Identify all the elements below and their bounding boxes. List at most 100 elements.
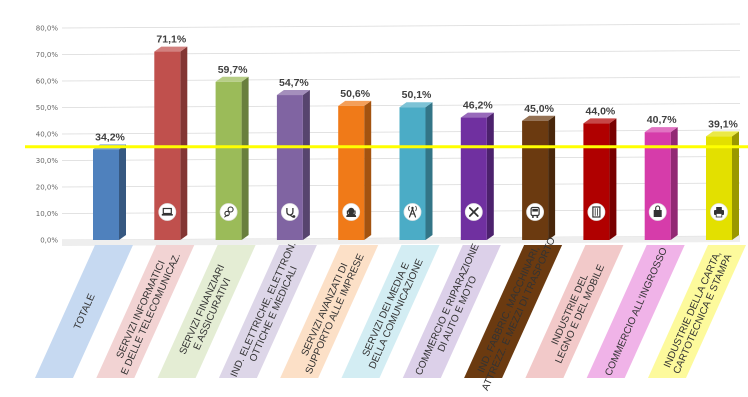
bar-group xyxy=(276,90,310,240)
icon-badge xyxy=(403,203,422,221)
category-label-background xyxy=(35,245,133,378)
bar xyxy=(522,120,549,240)
bus-icon-part xyxy=(531,216,534,218)
bus-icon-part xyxy=(536,216,539,218)
bar-top xyxy=(583,118,617,124)
bar-top xyxy=(338,100,372,106)
y-tick-label: 30,0% xyxy=(36,157,59,165)
bar-top xyxy=(399,102,433,108)
finance-icon xyxy=(224,206,234,218)
bar-top xyxy=(460,112,494,118)
data-label: 44,0% xyxy=(586,105,616,117)
finance-icon-part xyxy=(227,206,234,213)
category-label-background xyxy=(464,245,563,378)
tools-icon-part xyxy=(468,207,479,217)
bar-group xyxy=(215,76,249,240)
bar-side xyxy=(241,76,249,240)
bus-icon-part xyxy=(532,209,538,212)
bar xyxy=(583,123,610,240)
category-label-background xyxy=(96,245,195,378)
bar-group xyxy=(154,46,188,241)
data-label: 50,1% xyxy=(402,89,432,101)
category-label-background xyxy=(280,245,379,378)
y-tick-label: 50,0% xyxy=(36,104,59,112)
bar-side xyxy=(119,144,126,240)
bar-side xyxy=(486,112,494,240)
bar xyxy=(706,136,732,240)
bar-top xyxy=(706,131,739,137)
data-label: 40,7% xyxy=(647,114,677,126)
support-agent-icon xyxy=(346,207,357,217)
antenna-icon-part xyxy=(408,205,417,212)
tools-icon xyxy=(468,207,479,217)
data-label: 50,6% xyxy=(340,88,370,100)
bar-side xyxy=(180,46,188,241)
y-tick-label: 70,0% xyxy=(36,51,59,59)
bar-side xyxy=(425,102,433,240)
furniture-icon xyxy=(592,206,601,218)
icon-badge xyxy=(280,203,299,221)
bar-top xyxy=(644,127,678,133)
bar-top xyxy=(215,76,249,82)
stethoscope-icon-part xyxy=(289,214,294,218)
bar xyxy=(460,117,487,240)
data-label: 46,2% xyxy=(463,100,493,112)
antenna-icon-part xyxy=(411,208,417,218)
bar-side xyxy=(670,127,678,240)
category-label-background xyxy=(402,245,501,378)
furniture-icon-part xyxy=(592,206,601,218)
antenna-icon-part xyxy=(411,206,414,210)
icon-badge xyxy=(587,203,606,221)
bus-icon-part xyxy=(530,206,540,217)
bus-icon xyxy=(530,206,540,218)
bar-side xyxy=(364,100,372,240)
printer-icon-part xyxy=(715,213,723,218)
printer-icon xyxy=(714,207,724,218)
bar-group xyxy=(460,112,494,240)
bar-top xyxy=(154,46,188,52)
support-agent-icon-part xyxy=(346,213,357,217)
bar-group xyxy=(706,131,739,240)
category-label-background xyxy=(218,245,317,378)
bar xyxy=(644,132,671,240)
finance-icon-part xyxy=(224,214,229,218)
category-label-background xyxy=(525,245,624,378)
category-label-background xyxy=(586,245,685,378)
bar-group xyxy=(583,118,617,240)
y-tick-label: 0,0% xyxy=(40,237,58,245)
y-tick-label: 60,0% xyxy=(36,78,59,86)
bar xyxy=(93,149,119,240)
data-label: 39,1% xyxy=(708,118,738,130)
category-label-background xyxy=(648,245,746,378)
shopping-bag-icon-part xyxy=(655,205,661,210)
bar-top xyxy=(276,90,310,96)
bar-side xyxy=(548,115,556,240)
data-label: 59,7% xyxy=(218,64,248,76)
stethoscope-icon-part xyxy=(292,215,296,218)
data-label: 71,1% xyxy=(156,34,186,46)
category-label-background xyxy=(341,245,440,378)
category-label-background xyxy=(157,245,256,378)
icon-badge xyxy=(526,203,544,221)
shopping-bag-icon xyxy=(653,205,662,217)
stethoscope-icon xyxy=(286,208,296,218)
y-tick-label: 40,0% xyxy=(36,131,59,139)
icon-badge xyxy=(158,203,177,221)
gridline xyxy=(61,23,741,29)
laptop-icon xyxy=(161,207,173,216)
bar-top xyxy=(522,115,556,121)
printer-icon-part xyxy=(716,207,722,210)
shopping-bag-icon-part xyxy=(653,210,662,217)
antenna-icon xyxy=(408,205,417,218)
bar-side xyxy=(302,90,310,240)
data-label: 45,0% xyxy=(524,103,554,115)
bar-group xyxy=(399,102,433,240)
bar-group xyxy=(338,100,372,240)
y-tick-label: 80,0% xyxy=(36,25,59,33)
laptop-icon-part xyxy=(161,214,173,216)
data-label: 54,7% xyxy=(279,77,309,89)
bar-group xyxy=(522,115,556,240)
chart-floor xyxy=(62,236,740,246)
